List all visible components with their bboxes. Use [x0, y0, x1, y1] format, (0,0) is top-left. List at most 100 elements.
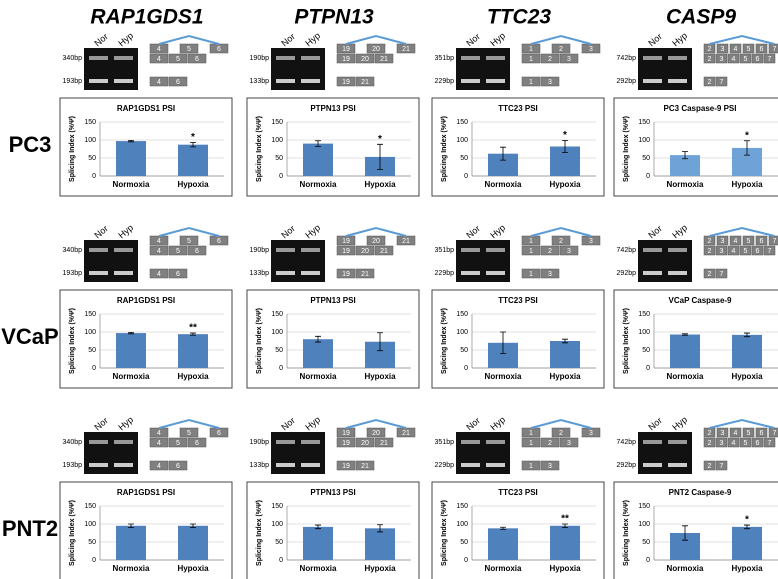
gel-band [461, 79, 480, 83]
isoform-exon-label: 2 [708, 463, 712, 470]
y-axis-label: Splicing Index (%Ψ) [256, 500, 263, 566]
isoform-exon-label: 4 [732, 56, 736, 63]
exon [366, 43, 386, 54]
band-size: 292bp [617, 270, 637, 277]
y-tick-label: 0 [279, 557, 283, 564]
lane-label: Hyp [303, 30, 322, 48]
x-tick-label: Hypoxia [549, 372, 581, 381]
isoform-exon-label: 1 [529, 271, 533, 278]
chart-title: RAP1GDS1 PSI [117, 488, 175, 497]
significance-label: * [745, 515, 749, 526]
bar [670, 155, 700, 176]
error-bar [744, 524, 750, 530]
y-tick-label: 50 [88, 539, 96, 546]
gel-band [486, 248, 505, 252]
isoform-exon [355, 460, 375, 471]
band-size: 229bp [435, 462, 455, 469]
y-tick-label: 0 [92, 365, 96, 372]
lane-label: Hyp [116, 30, 135, 48]
chart-title: PTPN13 PSI [310, 488, 355, 497]
gel-band [301, 271, 320, 275]
splice-arc [345, 226, 407, 237]
bar [178, 334, 208, 368]
isoform-exon [703, 245, 716, 256]
isoform-exon [739, 245, 752, 256]
exon-label: 3 [589, 238, 593, 245]
gel-band [301, 248, 320, 252]
x-tick-label: Normoxia [300, 564, 337, 573]
exon [366, 427, 386, 438]
chart-frame [246, 289, 420, 389]
band-size: 351bp [435, 55, 455, 62]
error-bar [377, 143, 383, 170]
exon [755, 235, 768, 246]
band-size: 133bp [250, 270, 270, 277]
gel-band [89, 79, 108, 83]
isoform-exon-label: 7 [720, 271, 724, 278]
isoform-exon-label: 1 [529, 463, 533, 470]
band-size: 133bp [250, 78, 270, 85]
x-tick-label: Normoxia [485, 180, 522, 189]
y-tick-label: 50 [88, 155, 96, 162]
gel-band [114, 440, 133, 444]
splice-arc [709, 34, 775, 45]
isoform-exon-label: 2 [548, 56, 552, 63]
exon-label: 3 [721, 238, 725, 245]
isoform-exon-label: 5 [744, 248, 748, 255]
gel-band [461, 463, 480, 467]
exon-label: 3 [589, 46, 593, 53]
gel-band [276, 79, 295, 83]
isoform-exon [540, 76, 560, 87]
exon-label: 5 [187, 238, 191, 245]
isoform-exon [355, 437, 375, 448]
gel-band [486, 271, 505, 275]
error-bar [377, 524, 383, 533]
splice-arc [709, 226, 775, 237]
isoform-exon [521, 245, 541, 256]
x-tick-label: Hypoxia [731, 564, 763, 573]
isoform-exon-label: 3 [548, 271, 552, 278]
error-bar [315, 335, 321, 343]
band-size: 351bp [435, 247, 455, 254]
cell-line-label: VCaP [1, 324, 58, 349]
isoform-exon-label: 19 [342, 79, 350, 86]
isoform-exon-label: 4 [157, 248, 161, 255]
exon-label: 1 [529, 238, 533, 245]
cell-line-label: PC3 [9, 132, 52, 157]
exon-label: 1 [529, 430, 533, 437]
gel-band [276, 271, 295, 275]
x-tick-label: Normoxia [667, 372, 704, 381]
y-tick-label: 100 [84, 137, 96, 144]
isoform-exon-label: 6 [176, 271, 180, 278]
x-tick-label: Hypoxia [731, 372, 763, 381]
y-tick-label: 0 [646, 557, 650, 564]
isoform-exon-label: 4 [157, 463, 161, 470]
isoform-exon [336, 53, 356, 64]
y-tick-label: 0 [279, 365, 283, 372]
exon-label: 6 [760, 238, 764, 245]
significance-label: * [745, 130, 749, 141]
significance-label: * [563, 130, 567, 141]
isoform-exon [149, 437, 169, 448]
y-tick-label: 50 [275, 347, 283, 354]
exon [716, 43, 729, 54]
exon [729, 427, 742, 438]
isoform-exon-label: 6 [195, 56, 199, 63]
isoform-exon [727, 437, 740, 448]
error-bar [744, 140, 750, 156]
exon-label: 5 [747, 238, 751, 245]
x-tick-label: Hypoxia [549, 564, 581, 573]
exon [742, 235, 755, 246]
gel-band [643, 56, 662, 60]
isoform-exon-label: 7 [768, 248, 772, 255]
gel-band [643, 463, 662, 467]
x-tick-label: Normoxia [667, 180, 704, 189]
isoform-exon [763, 437, 776, 448]
isoform-exon-label: 5 [176, 56, 180, 63]
y-tick-label: 150 [84, 311, 96, 318]
band-size: 292bp [617, 78, 637, 85]
isoform-exon-label: 7 [768, 56, 772, 63]
y-tick-label: 0 [464, 365, 468, 372]
x-tick-label: Normoxia [113, 372, 150, 381]
error-bar [377, 332, 383, 352]
